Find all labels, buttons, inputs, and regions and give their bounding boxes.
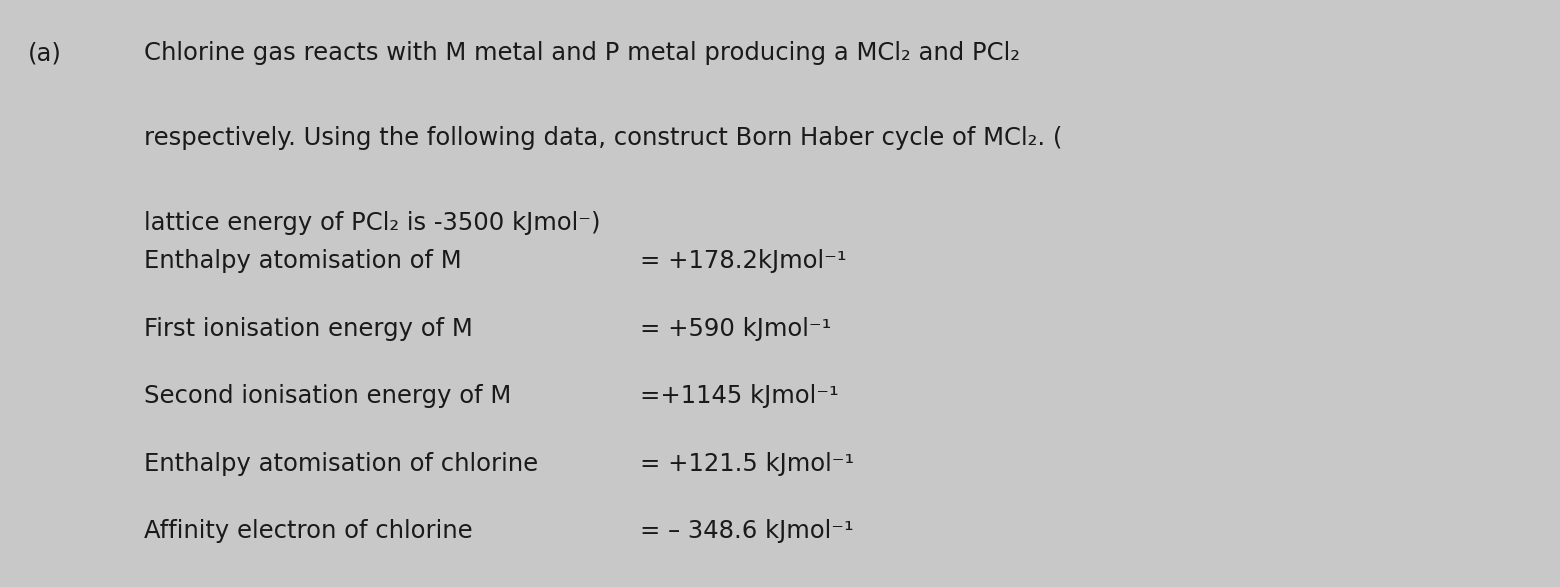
Text: = +590 kJmol⁻¹: = +590 kJmol⁻¹ <box>640 317 831 341</box>
Text: Second ionisation energy of M: Second ionisation energy of M <box>144 384 510 409</box>
Text: = +178.2kJmol⁻¹: = +178.2kJmol⁻¹ <box>640 249 846 274</box>
Text: respectively. Using the following data, construct Born Haber cycle of MCl₂. (: respectively. Using the following data, … <box>144 126 1062 150</box>
Text: = +121.5 kJmol⁻¹: = +121.5 kJmol⁻¹ <box>640 452 853 476</box>
Text: Enthalpy atomisation of chlorine: Enthalpy atomisation of chlorine <box>144 452 538 476</box>
Text: (a): (a) <box>28 41 62 65</box>
Text: = – 348.6 kJmol⁻¹: = – 348.6 kJmol⁻¹ <box>640 519 853 544</box>
Text: Chlorine gas reacts with M metal and P metal producing a MCl₂ and PCl₂: Chlorine gas reacts with M metal and P m… <box>144 41 1020 65</box>
Text: lattice energy of PCl₂ is -3500 kJmol⁻): lattice energy of PCl₂ is -3500 kJmol⁻) <box>144 211 601 235</box>
Text: =+1145 kJmol⁻¹: =+1145 kJmol⁻¹ <box>640 384 838 409</box>
Text: Enthalpy atomisation of M: Enthalpy atomisation of M <box>144 249 462 274</box>
Text: Affinity electron of chlorine: Affinity electron of chlorine <box>144 519 473 544</box>
Text: First ionisation energy of M: First ionisation energy of M <box>144 317 473 341</box>
